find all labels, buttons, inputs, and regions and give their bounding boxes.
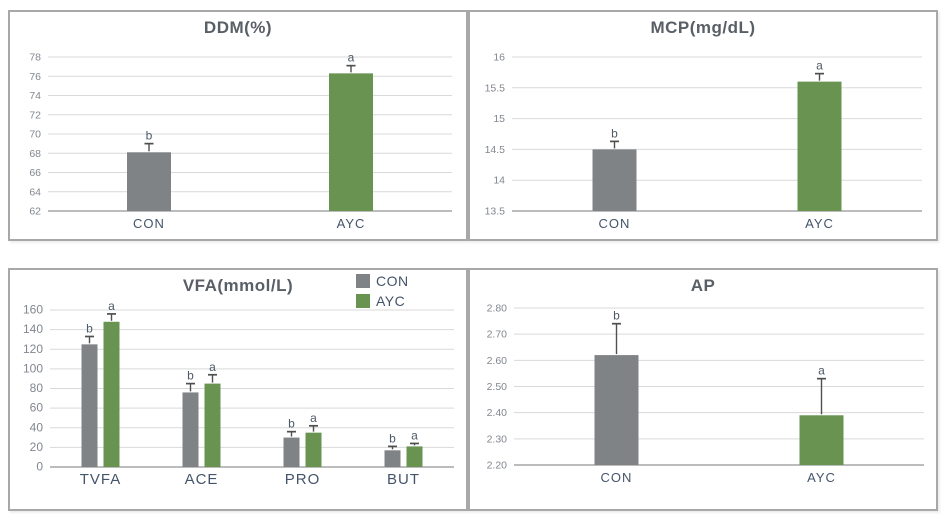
- sig-letter: a: [818, 364, 825, 378]
- chart-vfa: 0 20 40 60 80 100 120 140 160 b a TVFA b a ACE b a PRO b a B…: [10, 270, 466, 509]
- sig-letter: a: [209, 360, 216, 374]
- x-category-label: CON: [601, 470, 633, 485]
- legend: CON AYC: [356, 273, 409, 313]
- bar-ayc-tvfa: [103, 321, 120, 467]
- bar-ayc-ace: [204, 383, 221, 467]
- legend-swatch-con: [356, 274, 370, 288]
- chart-mcp: 13.5 14 14.5 15 15.5 16 b CON a AYC: [470, 12, 936, 239]
- x-category-label: AYC: [805, 216, 834, 231]
- sig-letter: a: [348, 51, 355, 65]
- bar-con-but: [384, 450, 401, 467]
- y-tick-label: 160: [23, 303, 43, 317]
- panel-vfa: VFA(mmol/L) CON AYC 0 20 40 60 80 100 120 140 16…: [8, 268, 468, 511]
- x-category-label: CON: [599, 216, 631, 231]
- y-tick-label: 16: [493, 52, 505, 64]
- x-category-label: AYC: [807, 470, 836, 485]
- y-tick-label: 140: [23, 322, 43, 336]
- x-category-label: TVFA: [80, 471, 122, 488]
- bar-con-pro: [283, 437, 300, 467]
- bar-con-ace: [182, 392, 199, 467]
- chart-canvas: 0 20 40 60 80 100 120 140 160 b a TVFA b a ACE b a PRO b a B…: [23, 299, 454, 488]
- sig-letter: b: [86, 321, 93, 335]
- bar-con-con: [127, 152, 171, 211]
- x-category-label: AYC: [337, 216, 366, 231]
- panel-ddm: DDM(%) 62 64 66 68 70 72 74 76 78 b CON a AYC: [8, 10, 468, 241]
- bar-ayc-pro: [305, 432, 322, 467]
- sig-letter: a: [816, 59, 823, 73]
- sig-letter: a: [310, 411, 317, 425]
- y-tick-label: 2.30: [487, 433, 508, 445]
- y-tick-label: 0: [36, 460, 43, 474]
- chart-title-ddm: DDM(%): [203, 18, 273, 37]
- x-category-label: ACE: [185, 471, 219, 488]
- sig-letter: b: [288, 417, 295, 431]
- y-tick-label: 2.70: [487, 329, 508, 341]
- y-tick-label: 78: [29, 52, 41, 64]
- y-tick-label: 68: [29, 148, 41, 160]
- y-tick-label: 14: [493, 175, 505, 187]
- panel-ap: AP 2.20 2.30 2.40 2.50 2.60 2.70 2.80 b CON a AYC: [468, 268, 938, 511]
- y-tick-label: 20: [30, 440, 44, 454]
- sig-letter: a: [108, 299, 115, 313]
- y-tick-label: 40: [30, 420, 44, 434]
- sig-letter: b: [611, 126, 618, 140]
- y-tick-label: 80: [30, 381, 44, 395]
- y-tick-label: 2.40: [487, 407, 508, 419]
- y-tick-label: 120: [23, 342, 43, 356]
- y-tick-label: 2.20: [487, 460, 508, 472]
- sig-letter: b: [613, 309, 620, 323]
- y-tick-label: 70: [29, 129, 41, 141]
- bar-con-tvfa: [81, 344, 98, 467]
- y-tick-label: 66: [29, 167, 41, 179]
- chart-title-mcp: MCP(mg/dL): [650, 18, 756, 37]
- chart-canvas: 62 64 66 68 70 72 74 76 78 b CON a AYC: [29, 51, 452, 231]
- chart-title-ap: AP: [690, 276, 716, 295]
- bar-con-con: [592, 149, 637, 211]
- y-tick-label: 60: [30, 401, 44, 415]
- panel-mcp: MCP(mg/dL) 13.5 14 14.5 15 15.5 16 b CON a AYC: [468, 10, 938, 241]
- bar-ayc-ayc: [797, 81, 842, 211]
- legend-label-ayc: AYC: [376, 293, 406, 309]
- y-tick-label: 2.60: [487, 355, 508, 367]
- legend-entry-con: CON: [356, 273, 409, 289]
- chart-title-vfa: VFA(mmol/L): [182, 276, 294, 295]
- y-tick-label: 100: [23, 361, 43, 375]
- y-tick-label: 76: [29, 71, 41, 83]
- legend-swatch-ayc: [356, 294, 370, 308]
- chart-canvas: 2.20 2.30 2.40 2.50 2.60 2.70 2.80 b CON a AYC: [487, 303, 924, 485]
- y-tick-label: 13.5: [485, 206, 506, 218]
- y-tick-label: 64: [29, 186, 41, 198]
- sig-letter: a: [411, 428, 418, 442]
- bar-ayc-but: [406, 446, 423, 467]
- chart-canvas: 13.5 14 14.5 15 15.5 16 b CON a AYC: [485, 52, 922, 231]
- legend-entry-ayc: AYC: [356, 293, 409, 309]
- x-category-label: PRO: [285, 471, 321, 488]
- bar-con-con: [594, 355, 639, 465]
- y-tick-label: 14.5: [485, 144, 506, 156]
- y-tick-label: 15: [493, 113, 505, 125]
- sig-letter: b: [389, 431, 396, 445]
- sig-letter: b: [146, 129, 153, 143]
- chart-ap: 2.20 2.30 2.40 2.50 2.60 2.70 2.80 b CON a AYC: [470, 270, 936, 509]
- chart-ddm: 62 64 66 68 70 72 74 76 78 b CON a AYC: [10, 12, 466, 239]
- sig-letter: b: [187, 369, 194, 383]
- y-tick-label: 2.80: [487, 303, 508, 315]
- legend-label-con: CON: [376, 273, 409, 289]
- y-tick-label: 74: [29, 90, 41, 102]
- y-tick-label: 2.50: [487, 381, 508, 393]
- x-category-label: BUT: [387, 471, 420, 488]
- bar-ayc-ayc: [799, 415, 844, 465]
- y-tick-label: 15.5: [485, 82, 506, 94]
- x-category-label: CON: [133, 216, 165, 231]
- y-tick-label: 62: [29, 206, 41, 218]
- bar-ayc-ayc: [329, 73, 373, 211]
- y-tick-label: 72: [29, 109, 41, 121]
